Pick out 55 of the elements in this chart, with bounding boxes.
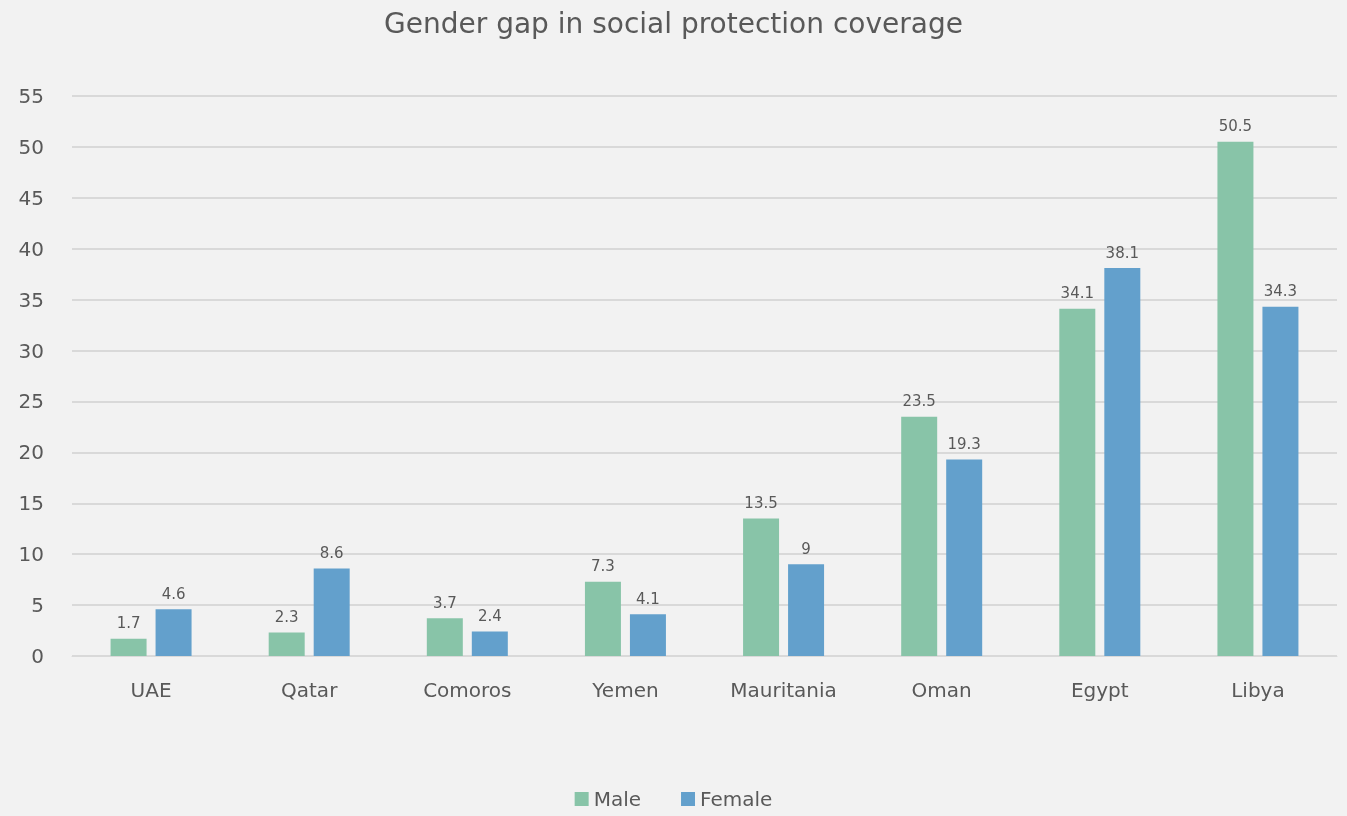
y-tick-label: 10	[18, 542, 44, 567]
y-tick-label: 20	[18, 440, 44, 465]
bar	[313, 568, 350, 656]
legend-label: Female	[700, 787, 773, 811]
y-tick-label: 45	[18, 185, 44, 210]
bar	[155, 609, 192, 656]
bar	[426, 618, 463, 656]
bar	[1217, 141, 1254, 656]
y-tick-label: 5	[31, 593, 44, 618]
data-label: 13.5	[744, 494, 778, 513]
x-tick-label: Comoros	[423, 678, 512, 702]
bar	[268, 632, 305, 656]
data-label: 2.3	[274, 608, 299, 627]
bar	[743, 518, 780, 656]
bar	[584, 581, 621, 656]
chart-title: Gender gap in social protection coverage	[384, 6, 963, 40]
x-tick-label: Mauritania	[730, 678, 837, 702]
bar	[1104, 268, 1141, 656]
data-label: 4.6	[161, 584, 186, 603]
data-label: 19.3	[947, 434, 981, 453]
data-label: 2.4	[477, 607, 502, 626]
bar	[901, 416, 938, 656]
x-tick-label: UAE	[130, 678, 172, 702]
bar	[471, 631, 508, 656]
y-tick-label: 55	[18, 84, 44, 108]
y-tick-label: 35	[18, 287, 44, 312]
x-tick-label: Libya	[1231, 678, 1285, 702]
data-label: 38.1	[1105, 243, 1140, 262]
data-label: 1.7	[116, 614, 141, 633]
bar	[110, 638, 147, 656]
y-tick-label: 0	[31, 644, 44, 668]
data-label: 8.6	[319, 543, 344, 562]
bar	[788, 564, 825, 656]
x-tick-label: Qatar	[281, 678, 339, 702]
data-label: 9	[801, 539, 811, 558]
y-tick-label: 25	[18, 389, 44, 414]
data-label: 34.3	[1263, 282, 1298, 301]
data-label: 4.1	[636, 589, 660, 608]
data-label: 3.7	[432, 593, 457, 612]
y-tick-label: 30	[18, 338, 44, 363]
data-label: 50.5	[1218, 117, 1253, 136]
bar	[629, 614, 666, 656]
y-tick-label: 15	[18, 491, 44, 516]
x-tick-label: Oman	[911, 678, 972, 702]
data-label: 23.5	[902, 392, 936, 411]
bar	[1059, 308, 1096, 656]
bar	[946, 459, 983, 656]
legend-label: Male	[593, 787, 642, 811]
y-tick-label: 40	[18, 236, 44, 261]
data-label: 7.3	[591, 557, 615, 576]
y-tick-label: 50	[18, 134, 44, 159]
data-label: 34.1	[1060, 284, 1095, 303]
x-tick-label: Egypt	[1070, 678, 1129, 702]
x-tick-label: Yemen	[591, 678, 659, 702]
bar	[1262, 306, 1299, 656]
